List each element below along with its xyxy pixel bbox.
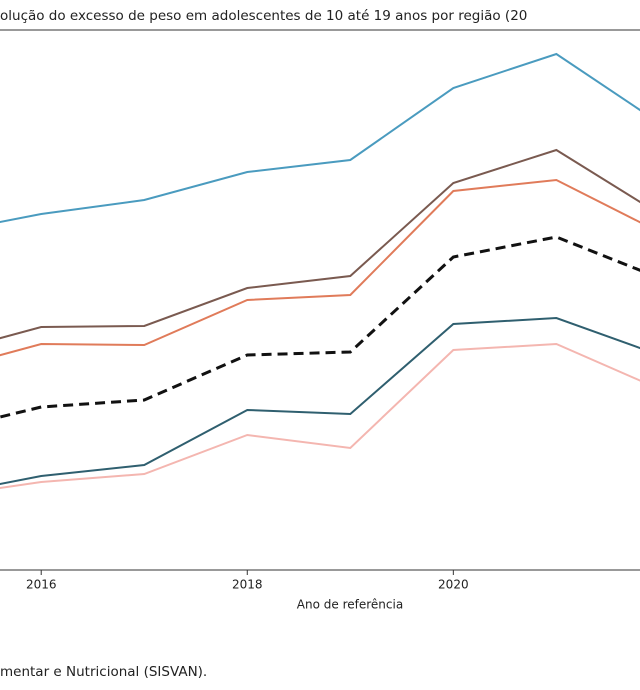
series-line <box>0 316 640 486</box>
source-note: mentar e Nutricional (SISVAN). <box>0 664 207 680</box>
chart-title: olução do excesso de peso em adolescente… <box>0 8 527 24</box>
x-axis-label: Ano de referência <box>297 598 403 612</box>
series-line <box>0 52 640 224</box>
x-tick-label: 2018 <box>232 578 263 592</box>
series-line <box>0 235 640 419</box>
series-line <box>0 148 640 340</box>
x-tick-label: 2016 <box>26 578 57 592</box>
series-line <box>0 342 640 490</box>
series-line <box>0 178 640 357</box>
plot-area <box>0 52 640 490</box>
x-tick-label: 2020 <box>438 578 469 592</box>
